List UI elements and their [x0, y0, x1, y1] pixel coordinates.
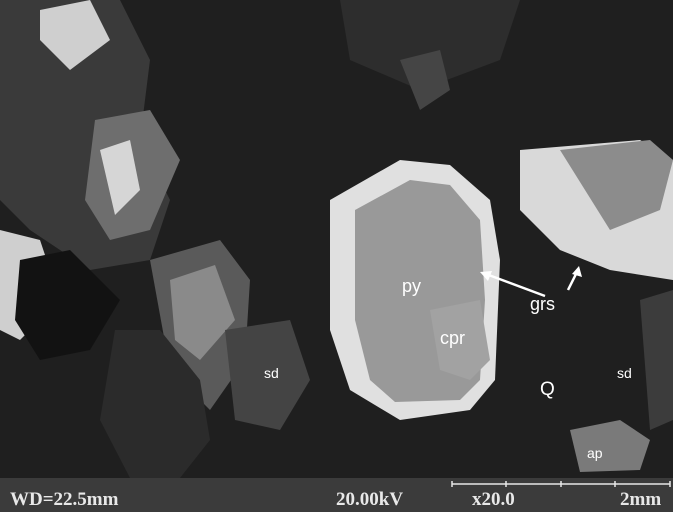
annotation-label: sd	[617, 365, 632, 381]
annotation-label: sd	[264, 365, 279, 381]
annotation-label: grs	[530, 294, 555, 314]
sem-image: py cpr grs sd Q sd ap WD=22.5mm 20.00kV …	[0, 0, 673, 512]
annotation-label: ap	[587, 445, 603, 461]
scale-length: 2mm	[620, 489, 661, 510]
annotation-label: py	[402, 276, 421, 296]
annotation-label: cpr	[440, 328, 465, 348]
voltage: 20.00kV	[336, 489, 403, 510]
annotation-label: Q	[540, 379, 555, 400]
magnification: x20.0	[472, 489, 515, 510]
working-distance: WD=22.5mm	[10, 489, 119, 510]
